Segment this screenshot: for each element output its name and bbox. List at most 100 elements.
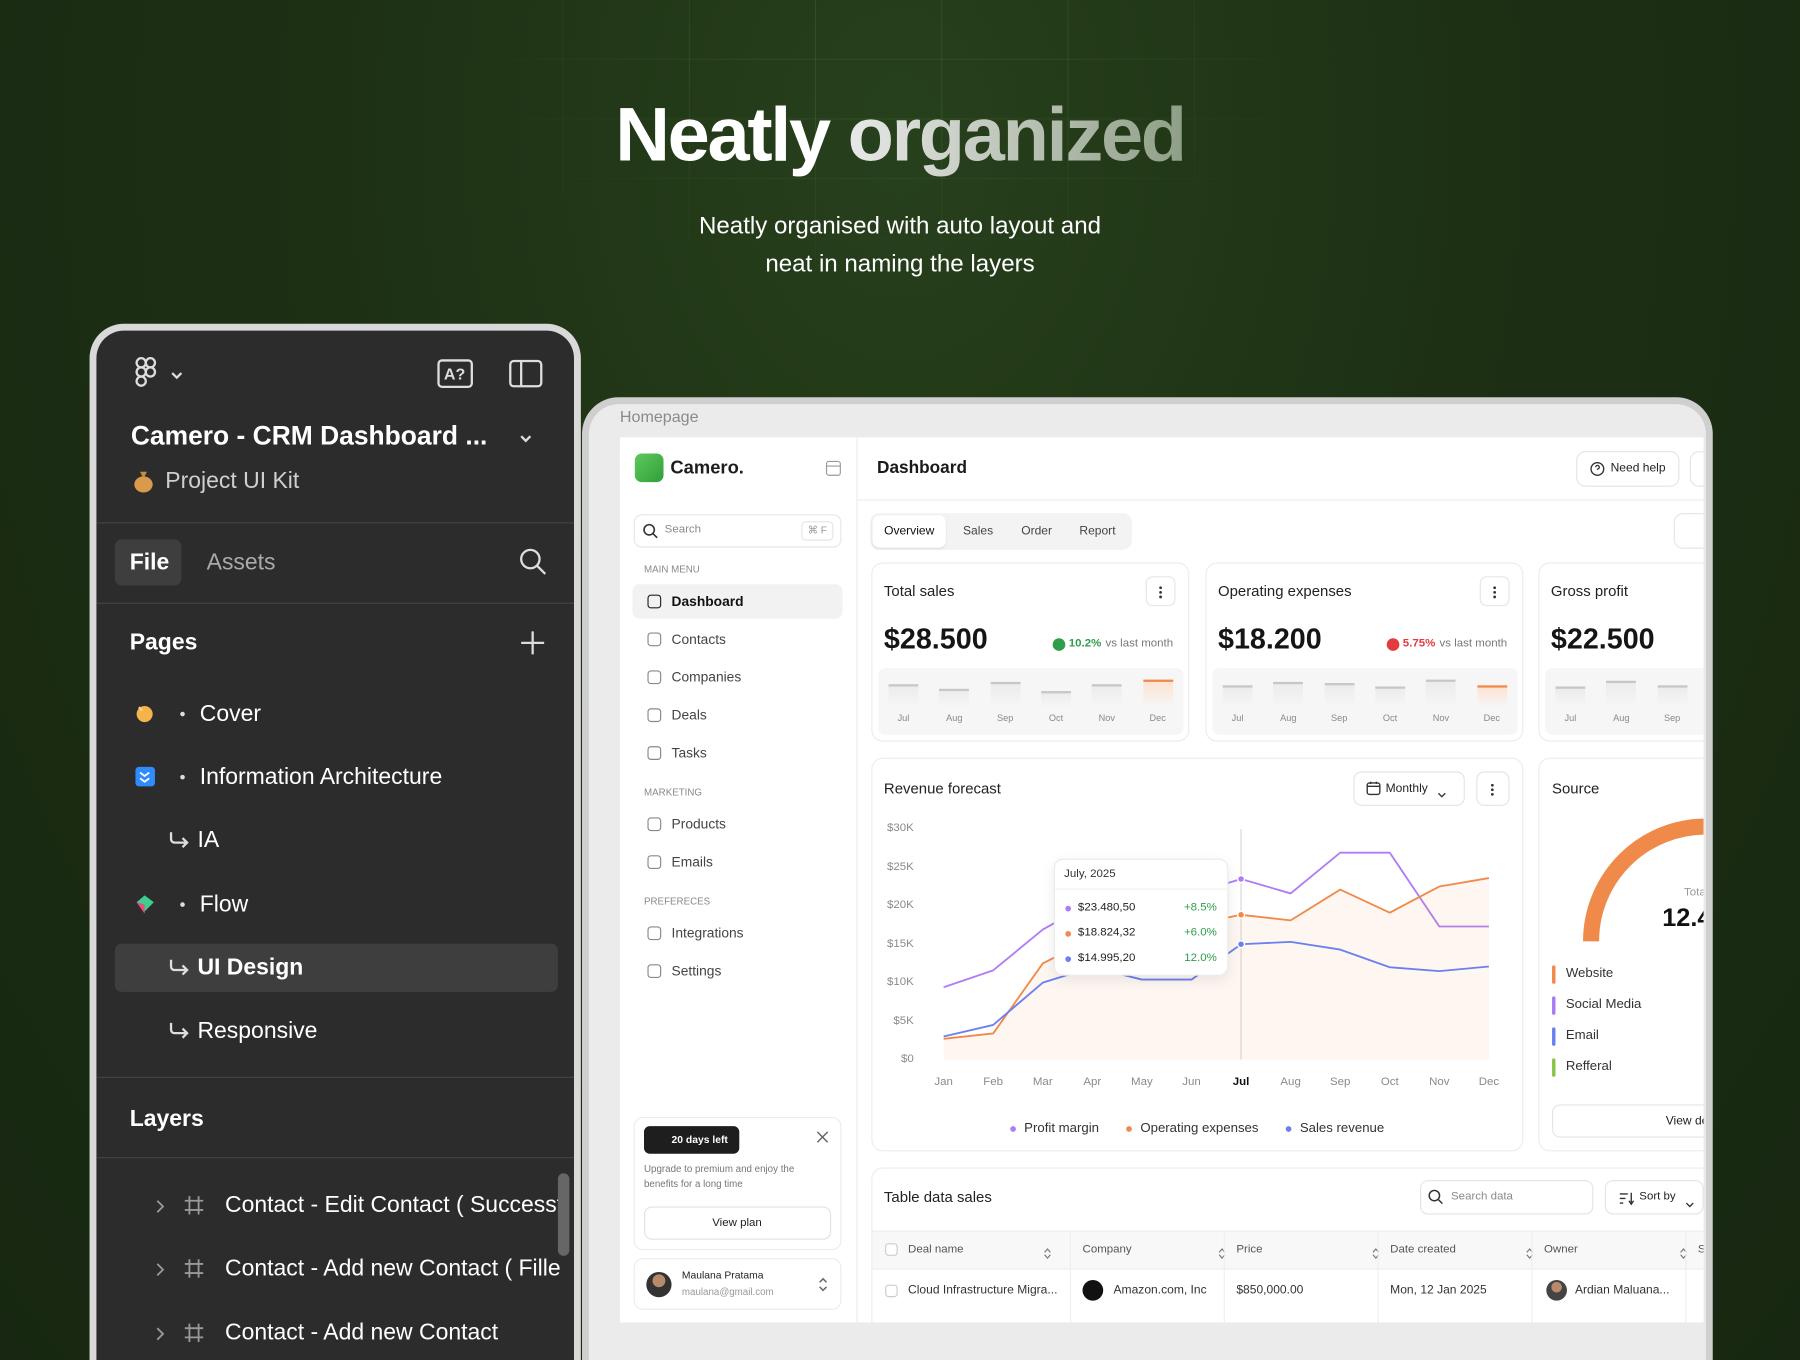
- search-icon-part: [1437, 1199, 1443, 1205]
- brand-logo: [634, 453, 664, 483]
- page-name[interactable]: Flow: [199, 891, 249, 918]
- ai-button[interactable]: [437, 359, 473, 389]
- menu-item[interactable]: Settings: [671, 962, 722, 979]
- panel-tab[interactable]: File: [129, 549, 170, 576]
- chevron: [1437, 784, 1446, 798]
- sort-arrows: [1043, 1244, 1051, 1260]
- card-menu[interactable]: [1145, 576, 1176, 607]
- calendar-icon-part: [1366, 782, 1381, 796]
- y-tick-label: $10K: [886, 975, 914, 989]
- layer-name[interactable]: Contact - Edit Contact ( Successf: [225, 1192, 564, 1218]
- shortcut: ⌘ F: [807, 524, 828, 536]
- expand-chevron: [155, 1198, 166, 1213]
- column-divider: [1377, 1230, 1379, 1323]
- search-icon: [643, 523, 658, 539]
- search-icon: [518, 546, 548, 576]
- checkbox[interactable]: [885, 1243, 898, 1256]
- tab[interactable]: Report: [1079, 524, 1116, 539]
- kebab-part: [1493, 586, 1497, 590]
- page-name[interactable]: Cover: [199, 701, 261, 727]
- sort-icon-part: [1619, 1192, 1635, 1206]
- menu-item[interactable]: Integrations: [671, 925, 744, 942]
- trend-bar: [1273, 682, 1304, 708]
- sidebar-toggle: [509, 359, 543, 388]
- sort-arrows-part: [1044, 1248, 1051, 1260]
- table-cell: Amazon.com, Inc: [1113, 1283, 1207, 1297]
- sidebar-toggle-part: [509, 359, 543, 388]
- period-label[interactable]: Monthly: [1385, 781, 1428, 796]
- promo-button[interactable]: [644, 1206, 832, 1240]
- y-tick-label: $25K: [886, 860, 914, 874]
- card-menu[interactable]: [1476, 771, 1510, 806]
- trend-bar: [1324, 683, 1355, 708]
- sort-label[interactable]: Sort by: [1639, 1190, 1676, 1204]
- tooltip: [1053, 858, 1229, 976]
- page-name[interactable]: UI Design: [197, 955, 304, 981]
- search-box[interactable]: [633, 514, 842, 548]
- x-tick-label: Oct: [1380, 1075, 1399, 1089]
- kebab: [1492, 584, 1497, 599]
- divider: [96, 1157, 574, 1159]
- menu-item[interactable]: Emails: [671, 853, 713, 870]
- legend-item[interactable]: Sales revenue: [1286, 1122, 1384, 1135]
- source-title: Source: [1552, 779, 1600, 797]
- page-name[interactable]: Information Architecture: [199, 764, 443, 790]
- checkbox[interactable]: [885, 1284, 898, 1298]
- card-menu[interactable]: [1479, 576, 1510, 607]
- page-name[interactable]: Responsive: [197, 1018, 318, 1044]
- page-arrow: [166, 957, 189, 978]
- menu-item[interactable]: Dashboard: [671, 593, 744, 610]
- filter-button[interactable]: [1673, 513, 1704, 549]
- frame-label: Homepage: [619, 407, 699, 426]
- help-label[interactable]: Need help: [1610, 461, 1666, 475]
- source-button-label[interactable]: View details: [1665, 1114, 1704, 1129]
- header-button[interactable]: [1689, 451, 1704, 487]
- help-icon-part: [1595, 464, 1600, 471]
- collapse-icon: [825, 460, 841, 476]
- panel-tab[interactable]: Assets: [206, 549, 276, 576]
- app-screen: Camero. Search ⌘ F MAIN MENU Dashboard Contac…: [619, 437, 1704, 1323]
- source-button[interactable]: [1552, 1104, 1704, 1138]
- trend-month: Nov: [1432, 713, 1450, 724]
- page-icon: [134, 766, 156, 788]
- page-name[interactable]: IA: [197, 827, 220, 853]
- add-page-part: [521, 631, 545, 655]
- menu-icon: [647, 817, 662, 832]
- menu-item[interactable]: Contacts: [671, 631, 726, 648]
- trend-bar: [1142, 679, 1173, 708]
- figma-logo-part: [135, 357, 147, 369]
- sort-button[interactable]: [1604, 1180, 1704, 1215]
- tab[interactable]: Sales: [962, 524, 994, 539]
- page-icon-part: [138, 706, 144, 712]
- divider: [96, 602, 574, 604]
- figma-logo: [133, 356, 158, 390]
- highlight-point: [1236, 940, 1246, 949]
- table-search[interactable]: [1420, 1180, 1594, 1215]
- layer-name[interactable]: Contact - Add new Contact: [225, 1320, 499, 1346]
- user-card[interactable]: [633, 1258, 842, 1310]
- header-border: [856, 499, 1704, 501]
- menu-item[interactable]: Tasks: [671, 744, 707, 761]
- tab[interactable]: Overview: [884, 524, 935, 539]
- help-button[interactable]: [1576, 451, 1680, 487]
- trend-bar: [888, 684, 919, 708]
- x-tick-label: Apr: [1083, 1075, 1102, 1089]
- y-tick-label: $30K: [886, 821, 914, 835]
- help-icon: [1590, 461, 1605, 476]
- tooltip-value: $14.995,20: [1077, 951, 1136, 965]
- layer-name[interactable]: Contact - Add new Contact ( Fille: [225, 1255, 561, 1282]
- menu-item[interactable]: Companies: [671, 669, 742, 686]
- legend-item[interactable]: Profit margin: [1010, 1122, 1099, 1135]
- period-button[interactable]: [1353, 771, 1465, 806]
- column-header: S: [1698, 1243, 1704, 1257]
- menu-item[interactable]: Products: [671, 815, 726, 833]
- menu-item[interactable]: Deals: [671, 706, 707, 723]
- hero-subtitle: Neatly organised with auto layout and: [698, 212, 1102, 240]
- page-arrow-part: [169, 959, 189, 976]
- promo-button-label[interactable]: View plan: [712, 1216, 762, 1230]
- project-icon-part: [134, 476, 153, 493]
- legend-item[interactable]: Operating expenses: [1126, 1122, 1259, 1135]
- tab[interactable]: Order: [1021, 524, 1053, 539]
- table-cell: Ardian Maluana...: [1575, 1283, 1670, 1297]
- hero-subtitle: neat in naming the layers: [765, 250, 1035, 278]
